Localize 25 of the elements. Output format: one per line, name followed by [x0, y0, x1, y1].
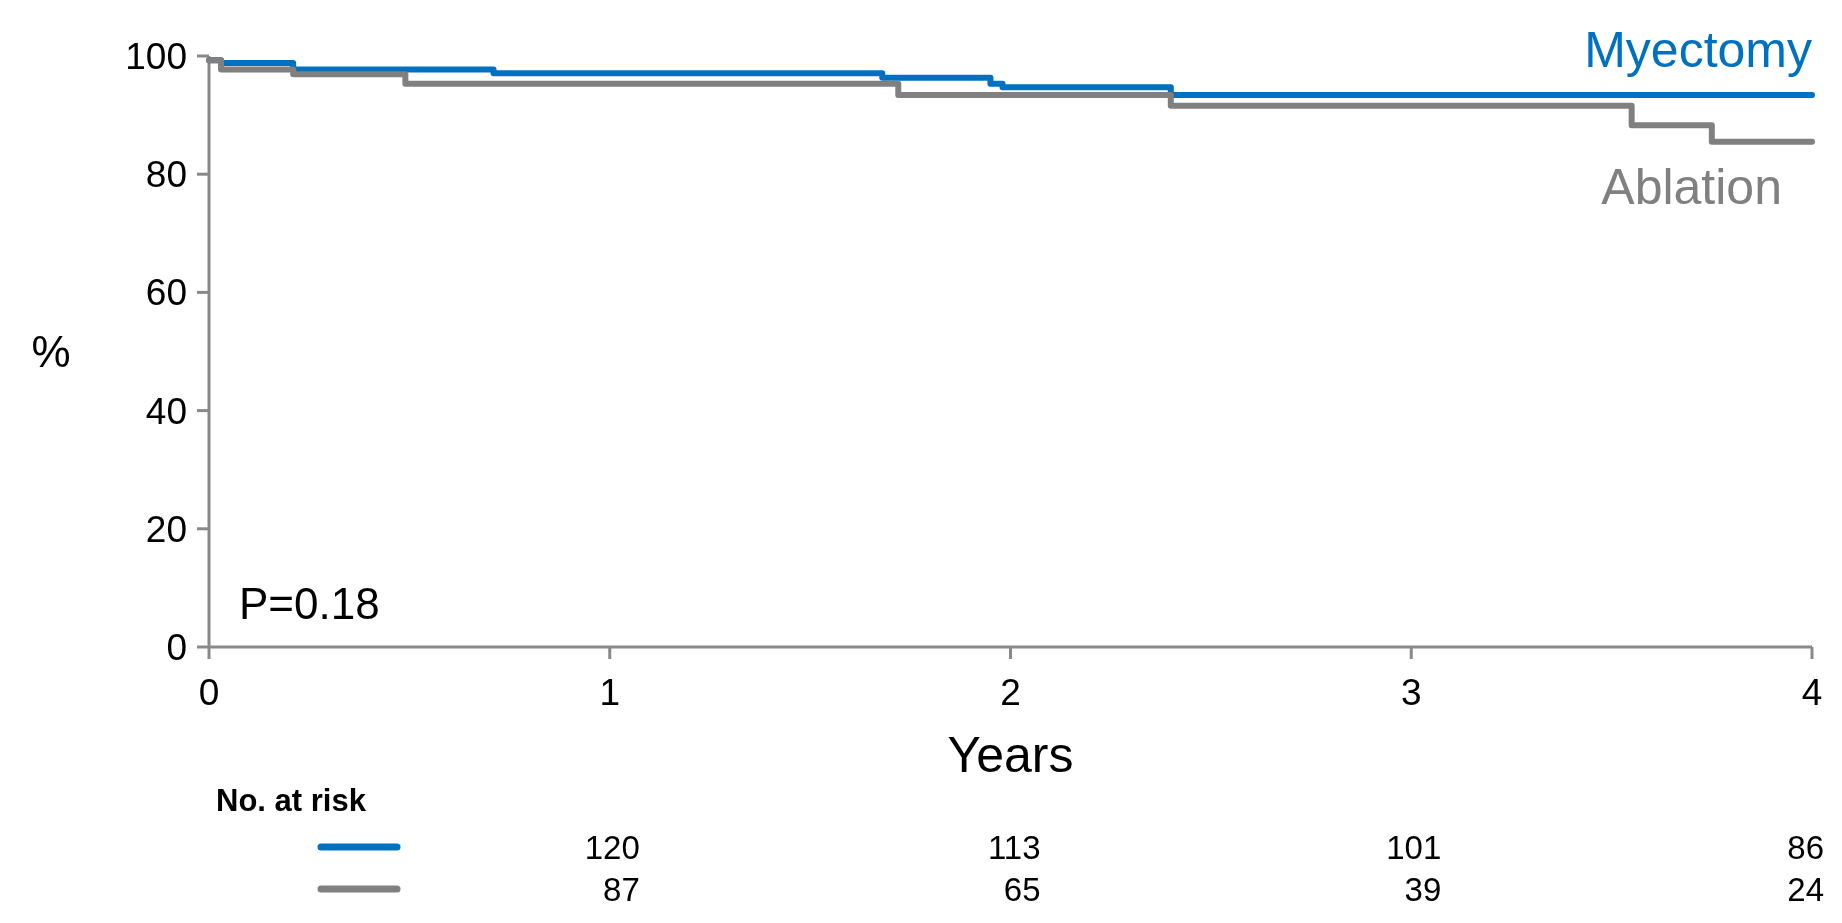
series-label: Ablation	[1601, 158, 1782, 215]
text: 87	[603, 870, 640, 908]
text: 39	[1404, 870, 1442, 908]
text: 113	[987, 828, 1041, 866]
text: 120	[584, 828, 640, 866]
text: 65	[1003, 870, 1041, 908]
series-label: Myectomy	[1584, 22, 1812, 79]
x-tick-label: 1	[599, 672, 621, 713]
annotation: P=0.18	[239, 579, 380, 628]
y-axis-title: %	[31, 326, 71, 376]
y-tick-label: 20	[145, 508, 187, 550]
y-tick-label: 60	[145, 272, 187, 314]
x-tick-label: 2	[1000, 672, 1021, 713]
y-tick-label: 80	[145, 154, 187, 196]
text: 86	[1787, 828, 1824, 866]
y-tick-label: 100	[125, 35, 187, 77]
text: 101	[1386, 828, 1442, 866]
x-tick-label: 3	[1400, 672, 1422, 713]
x-tick-label: 4	[1801, 672, 1823, 713]
text: 24	[1787, 870, 1824, 908]
y-tick-label: 0	[166, 626, 187, 668]
text: No. at risk	[216, 783, 367, 818]
x-axis-title: Years	[947, 727, 1074, 783]
x-tick-label: 0	[198, 672, 220, 713]
y-tick-label: 40	[145, 390, 187, 432]
